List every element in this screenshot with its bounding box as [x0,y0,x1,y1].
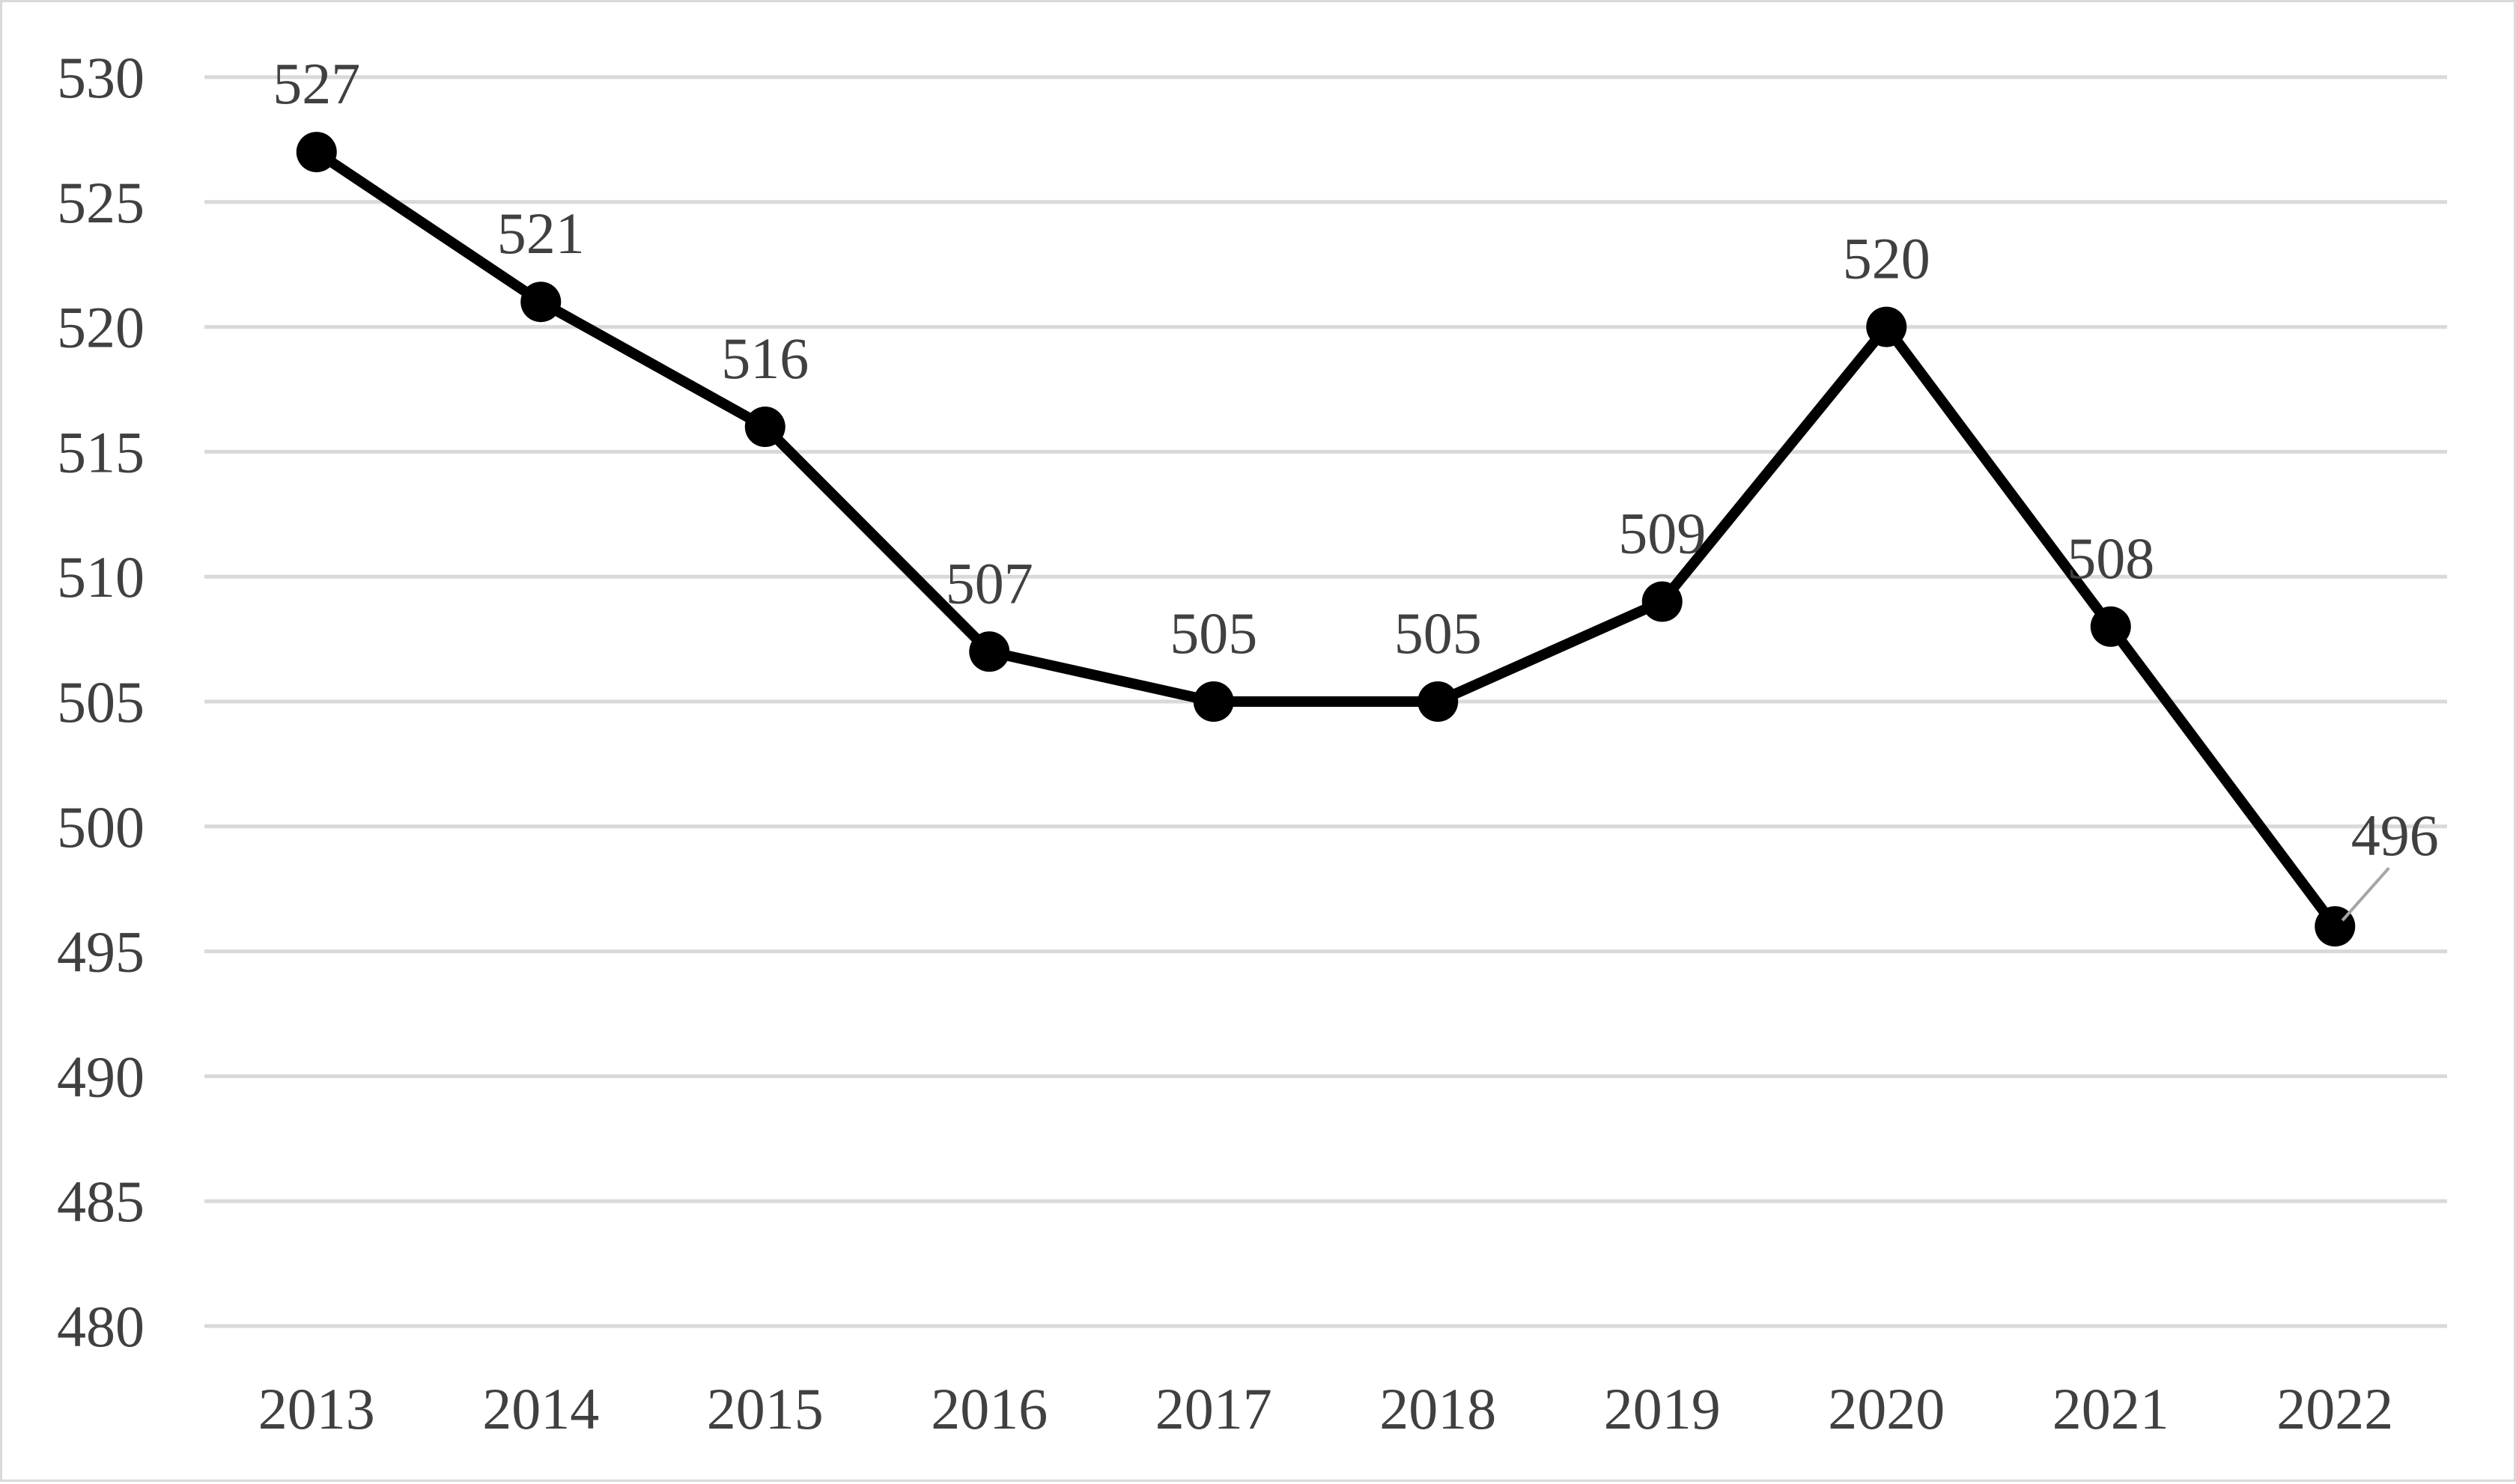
data-label: 505 [1394,600,1482,666]
x-tick-label: 2018 [1379,1376,1496,1441]
data-point [1641,581,1683,622]
data-point [969,631,1010,672]
y-tick-label: 520 [57,295,145,360]
y-tick-label: 515 [57,419,145,484]
x-tick-label: 2015 [707,1376,824,1441]
x-tick-label: 2019 [1604,1376,1721,1441]
data-label: 507 [946,550,1033,615]
x-tick-label: 2022 [2276,1376,2393,1441]
data-point [520,282,562,323]
x-tick-label: 2014 [482,1376,599,1441]
data-point [296,132,337,173]
data-label-leader-line [2341,866,2390,922]
data-label: 516 [721,326,809,391]
data-point [1193,681,1234,722]
x-axis-tick-labels: 2013 2014 2015 2016 2017 2018 2019 2020 2021 2022 [258,1376,2394,1441]
y-tick-label: 510 [57,544,145,609]
data-point [1417,681,1459,722]
data-label: 521 [497,201,585,266]
y-tick-label: 530 [57,45,145,110]
data-label: 520 [1843,226,1930,291]
data-point [1866,306,1907,347]
data-labels: 527 521 516 507 505 505 509 520 508 496 [273,51,2439,922]
x-tick-label: 2017 [1155,1376,1272,1441]
data-label: 505 [1170,600,1257,666]
y-tick-label: 495 [57,919,145,985]
series-line [313,148,2339,930]
y-tick-label: 500 [57,794,145,860]
y-axis-tick-labels: 480 485 490 495 500 505 510 515 520 525 530 [57,45,145,1359]
data-label: 509 [1618,501,1706,566]
y-tick-label: 525 [57,170,145,235]
x-tick-label: 2016 [931,1376,1048,1441]
data-point [744,407,786,448]
data-point [2090,606,2131,647]
x-tick-label: 2021 [2052,1376,2169,1441]
data-label: 508 [2067,526,2154,591]
y-tick-label: 485 [57,1169,145,1234]
x-tick-label: 2013 [258,1376,375,1441]
data-label: 496 [2351,803,2439,868]
y-tick-label: 505 [57,669,145,735]
y-tick-label: 480 [57,1294,145,1359]
series [296,132,2356,947]
x-tick-label: 2020 [1828,1376,1945,1441]
data-label: 527 [273,51,360,116]
y-tick-label: 490 [57,1044,145,1109]
